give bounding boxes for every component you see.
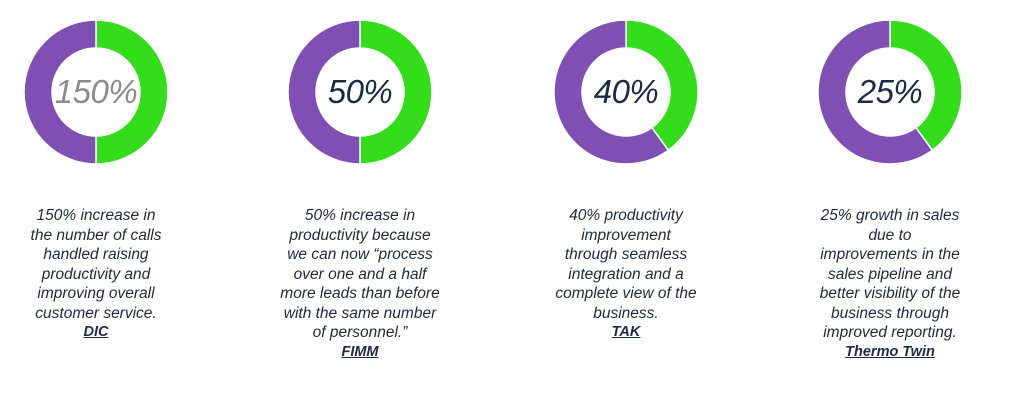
donut-segment-remaining [817, 19, 934, 165]
company-name: DIC [83, 324, 109, 340]
description-line: better visibility of the [819, 285, 961, 302]
percent-label: 40% [593, 73, 659, 110]
description-line: the number of calls [30, 226, 162, 244]
description-line: sales pipeline and [827, 265, 953, 283]
donut-chart [287, 19, 433, 165]
stat-thermo-twin: 25% 25% growth in sales due to improvement… [794, 0, 1024, 407]
donut-segment-filled [625, 19, 699, 152]
description-line: complete view of the [555, 285, 697, 302]
stat-description: 150% increase in the number of calls handl… [0, 206, 192, 343]
donut-segment-filled [95, 19, 169, 165]
description-line: more leads than before [280, 285, 440, 302]
description-line: due to [868, 226, 912, 244]
description-line: 40% productivity [569, 207, 683, 224]
stat-description: 25% growth in sales due to improvements in… [794, 206, 986, 362]
donut-chart [817, 19, 963, 165]
description-line: improved reporting. [823, 324, 957, 341]
percent-label: 25% [857, 73, 923, 110]
description-line: we can now “process [287, 246, 433, 263]
donut-segment-remaining [23, 19, 97, 165]
description-line: business. [593, 304, 659, 322]
stat-tak: 40% 40% productivity improvement through s… [530, 0, 786, 407]
description-line: integration and a [568, 265, 684, 283]
description-line: productivity and [41, 265, 151, 283]
donut-segment-filled [889, 19, 963, 152]
donut-segment-remaining [287, 19, 361, 165]
description-line: of personnel.” [312, 324, 408, 341]
percent-label: 50% [327, 73, 393, 110]
donut-segment-remaining [553, 19, 670, 165]
description-line: 25% growth in sales [820, 207, 960, 224]
description-line: customer service. [35, 304, 157, 322]
description-line: handled raising [43, 246, 149, 263]
description-line: improvements in the [820, 246, 960, 263]
description-line: improvement [581, 226, 671, 244]
stat-fimm: 50% 50% increase in productivity because w… [264, 0, 520, 407]
company-name: TAK [611, 324, 641, 340]
description-line: through seamless [564, 246, 688, 263]
company-name: FIMM [341, 343, 379, 360]
percent-label: 150% [54, 73, 138, 110]
stat-description: 50% increase in productivity because we ca… [264, 206, 456, 362]
stat-description: 40% productivity improvement through seaml… [530, 206, 722, 343]
description-line: with the same number [283, 304, 437, 322]
description-line: business through [830, 304, 950, 322]
description-line: 50% increase in [304, 207, 416, 224]
donut-chart [23, 19, 169, 165]
description-line: productivity because [289, 226, 431, 244]
donut-segment-filled [359, 19, 433, 165]
description-line: 150% increase in [36, 207, 156, 224]
donut-chart [553, 19, 699, 165]
description-line: improving overall [37, 285, 155, 302]
company-name: Thermo Twin [845, 343, 935, 360]
stat-dic: 150% 150% increase in the number of calls… [0, 0, 256, 407]
description-line: over one and a half [293, 265, 427, 283]
